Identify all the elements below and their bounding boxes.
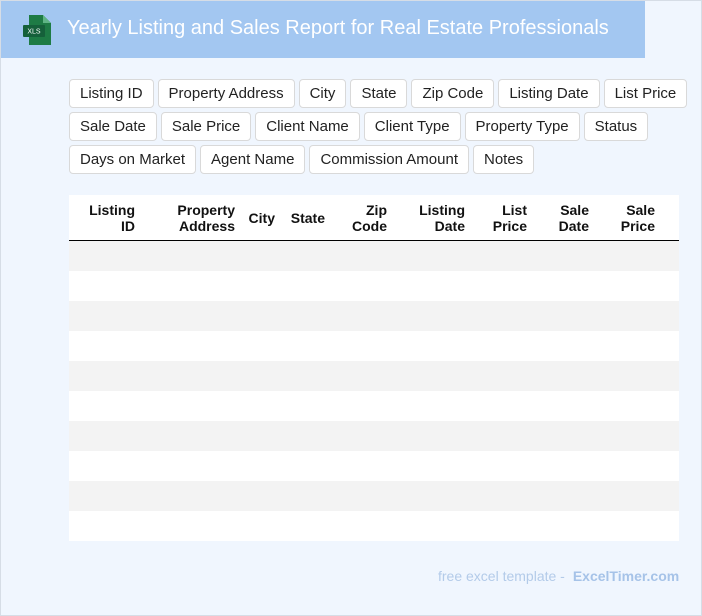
column-header-line: Date xyxy=(558,217,589,234)
table-row xyxy=(69,361,679,391)
column-header-line: Date xyxy=(434,217,465,234)
field-tag[interactable]: Zip Code xyxy=(411,79,495,108)
column-header: Property Address xyxy=(141,202,241,234)
field-row: Sale Date Sale Price Client Name Client Typ… xyxy=(69,112,689,141)
xls-icon: XLS xyxy=(23,15,51,45)
column-header-line: Listing xyxy=(89,201,135,218)
column-header: City xyxy=(241,210,281,226)
column-header: Sale Price xyxy=(595,202,661,234)
banner: XLS Yearly Listing and Sales Report for … xyxy=(1,1,645,58)
field-tag[interactable]: State xyxy=(350,79,408,108)
table-row xyxy=(69,391,679,421)
table-row xyxy=(69,271,679,301)
field-tag[interactable]: City xyxy=(298,79,347,108)
column-header-line: Zip xyxy=(366,201,387,218)
field-tag[interactable]: Listing Date xyxy=(498,79,600,108)
column-header-line: Sale xyxy=(560,201,589,218)
table-header: Listing ID Property Address City State Zip Code… xyxy=(69,195,679,241)
column-header-line: Address xyxy=(178,217,235,234)
icon-label: XLS xyxy=(27,29,41,36)
field-tag[interactable]: Property Type xyxy=(464,112,580,141)
field-tag[interactable]: Days on Market xyxy=(69,145,197,174)
table-row xyxy=(69,301,679,331)
column-header: State xyxy=(281,210,331,226)
field-tag[interactable]: Notes xyxy=(473,145,535,174)
column-header-line: Property xyxy=(177,201,235,218)
footer-brand[interactable]: ExcelTimer.com xyxy=(572,568,680,584)
field-tag[interactable]: Sale Date xyxy=(69,112,157,141)
field-tag[interactable]: Listing ID xyxy=(69,79,154,108)
field-tag[interactable]: Client Type xyxy=(363,112,461,141)
field-tag[interactable]: Commission Amount xyxy=(309,145,469,174)
table-row xyxy=(69,241,679,271)
column-header-line: State xyxy=(290,209,325,226)
field-tag[interactable]: Status xyxy=(583,112,649,141)
field-row: Days on Market Agent Name Commission Amoun… xyxy=(69,145,689,174)
column-header-line: List xyxy=(502,201,527,218)
column-header-line: ID xyxy=(121,217,135,234)
column-header-line: City xyxy=(248,209,275,226)
column-header-line: Code xyxy=(352,217,387,234)
column-header-line: Sale xyxy=(626,201,655,218)
table: Listing ID Property Address City State Zip Code… xyxy=(69,195,679,541)
column-header-line: Price xyxy=(492,217,527,234)
table-row xyxy=(69,421,679,451)
field-tag[interactable]: Client Name xyxy=(255,112,360,141)
column-header: Sale Date xyxy=(533,202,595,234)
footer: free excel template - ExcelTimer.com xyxy=(438,568,679,584)
table-row xyxy=(69,481,679,511)
table-body xyxy=(69,241,679,541)
table-row xyxy=(69,451,679,481)
field-tag[interactable]: Sale Price xyxy=(160,112,252,141)
column-header-line: Listing xyxy=(419,201,465,218)
table-row xyxy=(69,331,679,361)
column-header: List Price xyxy=(471,202,533,234)
field-tag[interactable]: Agent Name xyxy=(200,145,306,174)
field-tag[interactable]: List Price xyxy=(603,79,688,108)
title: Yearly Listing and Sales Report for Real… xyxy=(67,17,609,39)
table-row xyxy=(69,511,679,541)
footer-text: free excel template - xyxy=(438,568,565,584)
column-header: Listing ID xyxy=(69,202,141,234)
field-tag[interactable]: Property Address xyxy=(157,79,295,108)
field-list: Listing ID Property Address City State Zip C… xyxy=(69,79,689,178)
column-header: Listing Date xyxy=(393,202,471,234)
field-row: Listing ID Property Address City State Zip C… xyxy=(69,79,689,108)
column-header-line: Price xyxy=(620,217,655,234)
column-header: Zip Code xyxy=(331,202,393,234)
